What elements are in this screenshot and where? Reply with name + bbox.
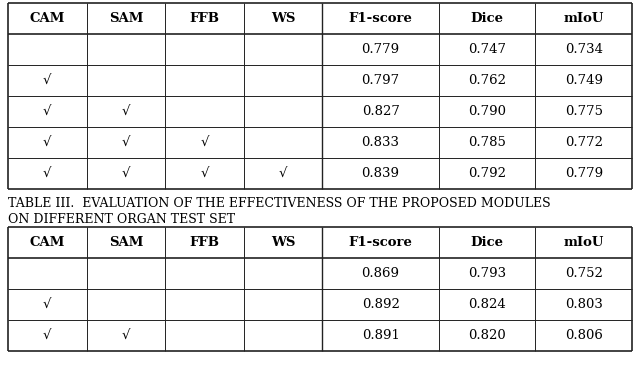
Text: √: √ bbox=[43, 136, 52, 149]
Text: FFB: FFB bbox=[189, 12, 220, 25]
Text: 0.839: 0.839 bbox=[362, 167, 399, 180]
Text: √: √ bbox=[43, 329, 52, 342]
Text: 0.752: 0.752 bbox=[564, 267, 603, 280]
Text: √: √ bbox=[43, 74, 52, 87]
Text: √: √ bbox=[122, 136, 130, 149]
Text: √: √ bbox=[279, 167, 287, 180]
Text: SAM: SAM bbox=[109, 236, 143, 249]
Text: √: √ bbox=[122, 329, 130, 342]
Text: Dice: Dice bbox=[470, 236, 504, 249]
Text: 0.793: 0.793 bbox=[468, 267, 506, 280]
Text: 0.803: 0.803 bbox=[564, 298, 603, 311]
Text: √: √ bbox=[122, 167, 130, 180]
Text: F1-score: F1-score bbox=[349, 236, 413, 249]
Text: Dice: Dice bbox=[470, 12, 504, 25]
Text: 0.797: 0.797 bbox=[362, 74, 399, 87]
Text: √: √ bbox=[122, 105, 130, 118]
Text: 0.772: 0.772 bbox=[564, 136, 603, 149]
Text: CAM: CAM bbox=[29, 236, 65, 249]
Text: 0.824: 0.824 bbox=[468, 298, 506, 311]
Text: 0.762: 0.762 bbox=[468, 74, 506, 87]
Text: WS: WS bbox=[271, 12, 295, 25]
Text: 0.833: 0.833 bbox=[362, 136, 399, 149]
Text: 0.806: 0.806 bbox=[564, 329, 603, 342]
Text: mIoU: mIoU bbox=[564, 12, 604, 25]
Text: mIoU: mIoU bbox=[564, 236, 604, 249]
Text: 0.779: 0.779 bbox=[564, 167, 603, 180]
Text: TABLE III.  EVALUATION OF THE EFFECTIVENESS OF THE PROPOSED MODULES: TABLE III. EVALUATION OF THE EFFECTIVENE… bbox=[8, 197, 550, 210]
Text: SAM: SAM bbox=[109, 12, 143, 25]
Text: 0.792: 0.792 bbox=[468, 167, 506, 180]
Text: 0.779: 0.779 bbox=[362, 43, 399, 56]
Text: 0.869: 0.869 bbox=[362, 267, 399, 280]
Text: √: √ bbox=[43, 105, 52, 118]
Text: 0.749: 0.749 bbox=[564, 74, 603, 87]
Text: 0.734: 0.734 bbox=[564, 43, 603, 56]
Text: 0.820: 0.820 bbox=[468, 329, 506, 342]
Text: F1-score: F1-score bbox=[349, 12, 413, 25]
Text: ON DIFFERENT ORGAN TEST SET: ON DIFFERENT ORGAN TEST SET bbox=[8, 213, 235, 226]
Text: √: √ bbox=[200, 136, 209, 149]
Text: 0.790: 0.790 bbox=[468, 105, 506, 118]
Text: 0.827: 0.827 bbox=[362, 105, 399, 118]
Text: √: √ bbox=[43, 167, 52, 180]
Text: 0.785: 0.785 bbox=[468, 136, 506, 149]
Text: WS: WS bbox=[271, 236, 295, 249]
Text: √: √ bbox=[200, 167, 209, 180]
Text: 0.775: 0.775 bbox=[564, 105, 603, 118]
Text: 0.747: 0.747 bbox=[468, 43, 506, 56]
Text: √: √ bbox=[43, 298, 52, 311]
Text: 0.892: 0.892 bbox=[362, 298, 399, 311]
Text: CAM: CAM bbox=[29, 12, 65, 25]
Text: 0.891: 0.891 bbox=[362, 329, 399, 342]
Text: FFB: FFB bbox=[189, 236, 220, 249]
